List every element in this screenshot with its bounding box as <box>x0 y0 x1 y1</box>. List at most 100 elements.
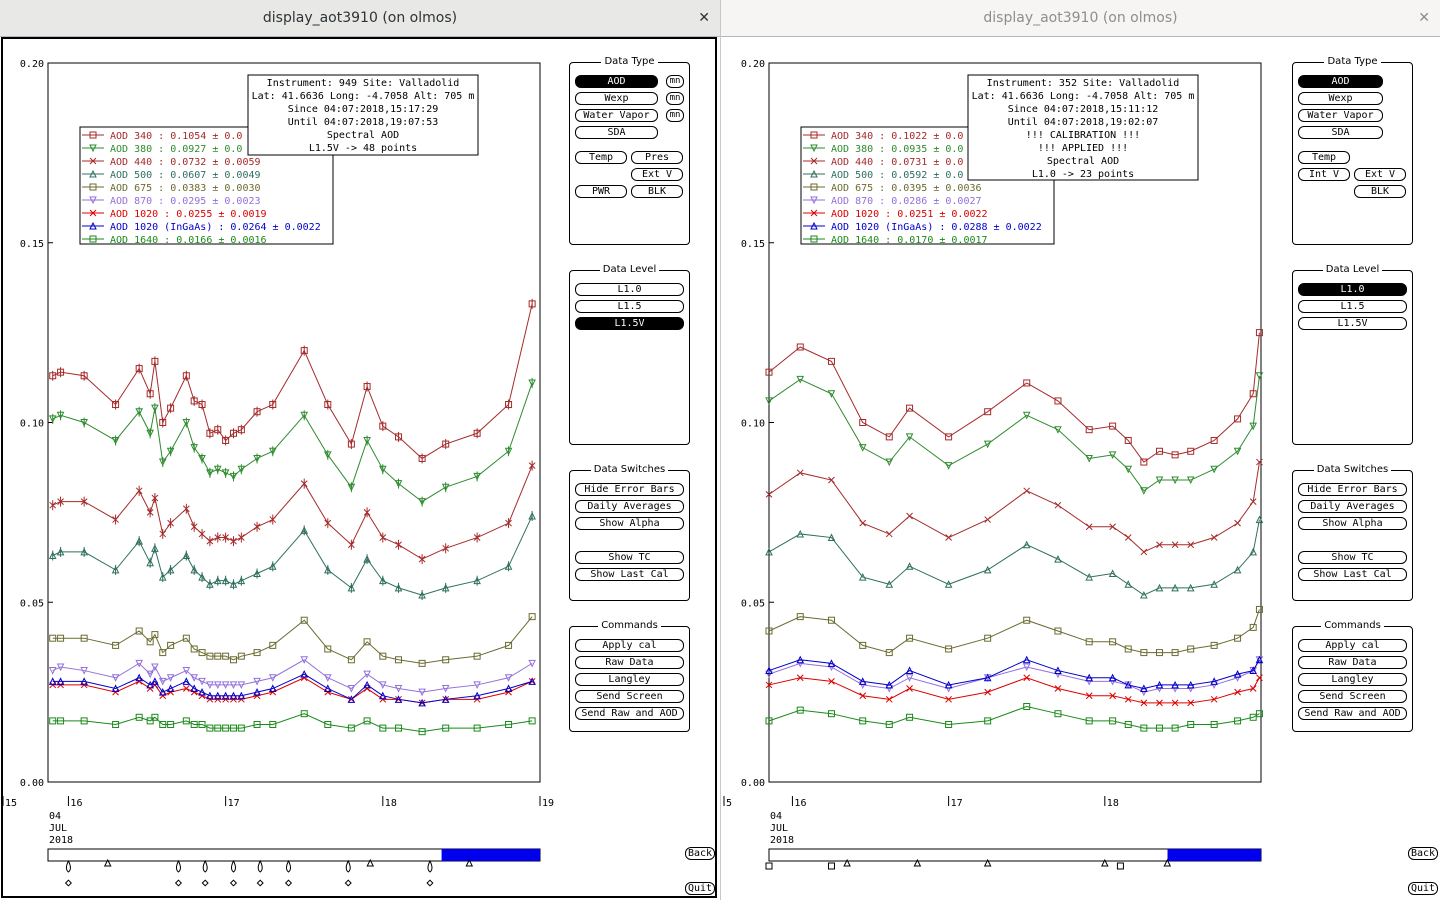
apply-cal-button[interactable]: Apply cal <box>1298 639 1407 652</box>
show-tc-button[interactable]: Show TC <box>575 551 684 564</box>
data-point <box>1171 685 1179 693</box>
level-l1-0-button[interactable]: L1.0 <box>575 283 684 296</box>
data-type-aod-button[interactable]: AOD <box>575 75 658 88</box>
level-l1-0-button[interactable]: L1.0 <box>1298 283 1407 296</box>
data-type-ext-v-button[interactable]: Ext V <box>1354 168 1406 181</box>
series-line <box>52 677 533 704</box>
mn-button[interactable]: mn <box>666 92 684 105</box>
data-point <box>237 681 246 690</box>
legend-marker <box>89 209 97 217</box>
timeline-mark <box>913 858 922 867</box>
langley-button[interactable]: Langley <box>575 673 684 686</box>
data-type-blk-button[interactable]: BLK <box>631 185 683 198</box>
data-point <box>1255 372 1264 380</box>
apply-cal-button[interactable]: Apply cal <box>575 639 684 652</box>
data-point <box>1054 397 1062 405</box>
mn-button[interactable]: mn <box>666 109 684 122</box>
data-point <box>57 717 65 725</box>
data-point <box>1022 411 1031 420</box>
data-type-pwr-button[interactable]: PWR <box>575 185 627 198</box>
data-point <box>253 688 261 696</box>
series-line <box>768 659 1260 693</box>
titlebar[interactable]: display_aot3910 (on olmos) ✕ <box>721 0 1440 37</box>
data-point <box>324 401 332 409</box>
show-alpha-button[interactable]: Show Alpha <box>1298 517 1407 530</box>
data-point <box>300 616 308 624</box>
daily-averages-button[interactable]: Daily Averages <box>1298 500 1407 513</box>
y-tick-label: 0.05 <box>741 598 765 609</box>
raw-data-button[interactable]: Raw Data <box>1298 656 1407 669</box>
data-point <box>1187 645 1195 653</box>
data-point <box>379 691 387 700</box>
data-point <box>1023 379 1031 387</box>
data-point <box>1054 501 1062 509</box>
send-screen-button[interactable]: Send Screen <box>1298 690 1407 703</box>
series-aod-340 <box>49 298 536 464</box>
close-icon[interactable]: ✕ <box>698 10 710 26</box>
series-line <box>52 713 533 733</box>
data-type-int-v-button[interactable]: Int V <box>1298 168 1350 181</box>
data-point <box>796 613 804 621</box>
data-point <box>504 447 513 456</box>
titlebar[interactable]: display_aot3910 (on olmos) ✕ <box>0 0 720 37</box>
data-type-water-vapor-button[interactable]: Water Vapor <box>1298 109 1383 122</box>
data-type-wexp-button[interactable]: Wexp <box>575 92 658 105</box>
data-point <box>1085 677 1093 686</box>
scrollbar-thumb[interactable] <box>441 849 540 861</box>
back-button[interactable]: Back <box>685 847 716 860</box>
data-point <box>1140 458 1148 466</box>
raw-data-button[interactable]: Raw Data <box>575 656 684 669</box>
show-alpha-button[interactable]: Show Alpha <box>575 517 684 530</box>
level-l1-5-button[interactable]: L1.5 <box>1298 300 1407 313</box>
data-point <box>1249 713 1257 721</box>
legend-entry: AOD 1020 (InGaAs) : 0.0288 ± 0.0022 <box>831 222 1042 233</box>
data-point <box>885 458 894 467</box>
daily-averages-button[interactable]: Daily Averages <box>575 500 684 513</box>
data-type-aod-button[interactable]: AOD <box>1298 75 1383 88</box>
timeline-mark <box>64 879 72 887</box>
quit-button[interactable]: Quit <box>685 882 716 895</box>
data-type-ext-v-button[interactable]: Ext V <box>631 168 683 181</box>
info-line: Lat: 41.6636 Long: -4.7058 Alt: 705 m <box>252 91 475 102</box>
series-aod-440 <box>765 458 1263 556</box>
close-icon[interactable]: ✕ <box>1418 10 1430 26</box>
quit-button[interactable]: Quit <box>1408 882 1439 895</box>
data-type-pres-button[interactable]: Pres <box>631 151 683 164</box>
legend-entry: AOD 1640 : 0.0166 ± 0.0016 <box>110 235 267 246</box>
data-point <box>48 415 57 424</box>
hide-error-bars-button[interactable]: Hide Error Bars <box>575 483 684 496</box>
legend-marker <box>89 157 97 165</box>
data-point <box>182 634 190 642</box>
data-type-blk-button[interactable]: BLK <box>1354 185 1406 198</box>
data-point <box>363 680 371 689</box>
level-l1-5v-button[interactable]: L1.5V <box>575 317 684 330</box>
data-type-water-vapor-button[interactable]: Water Vapor <box>575 109 658 122</box>
show-last-cal-button[interactable]: Show Last Cal <box>575 568 684 581</box>
data-type-temp-button[interactable]: Temp <box>1298 151 1350 164</box>
hide-error-bars-button[interactable]: Hide Error Bars <box>1298 483 1407 496</box>
scrollbar-thumb[interactable] <box>1167 849 1261 861</box>
data-point <box>221 576 230 585</box>
data-point <box>944 462 953 470</box>
data-switches-group: Data Switches Hide Error Bars Daily Averag… <box>1292 464 1413 601</box>
level-l1-5-button[interactable]: L1.5 <box>575 300 684 313</box>
data-type-temp-button[interactable]: Temp <box>575 151 627 164</box>
level-l1-5v-button[interactable]: L1.5V <box>1298 317 1407 330</box>
data-point <box>859 641 867 649</box>
data-type-wexp-button[interactable]: Wexp <box>1298 92 1383 105</box>
langley-button[interactable]: Langley <box>1298 673 1407 686</box>
data-point <box>135 627 143 635</box>
show-last-cal-button[interactable]: Show Last Cal <box>1298 568 1407 581</box>
send-raw-and-aod-button[interactable]: Send Raw and AOD <box>575 707 684 720</box>
mn-button[interactable]: mn <box>666 75 684 88</box>
data-point <box>324 720 332 728</box>
data-type-sda-button[interactable]: SDA <box>1298 126 1383 139</box>
show-tc-button[interactable]: Show TC <box>1298 551 1407 564</box>
data-point <box>151 404 159 413</box>
data-type-sda-button[interactable]: SDA <box>575 126 658 139</box>
series-line <box>52 673 533 704</box>
data-point <box>1155 680 1164 689</box>
back-button[interactable]: Back <box>1408 847 1439 860</box>
send-screen-button[interactable]: Send Screen <box>575 690 684 703</box>
send-raw-and-aod-button[interactable]: Send Raw and AOD <box>1298 707 1407 720</box>
